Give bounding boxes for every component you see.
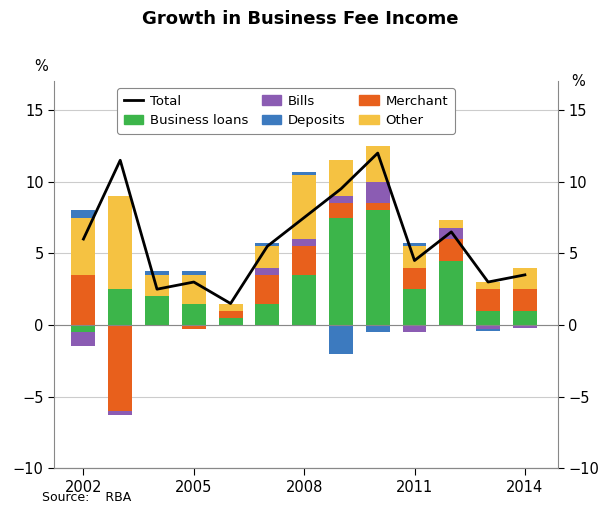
Bar <box>439 220 463 228</box>
Bar <box>403 289 427 325</box>
Bar <box>329 160 353 196</box>
Bar <box>108 196 132 289</box>
Bar <box>403 268 427 289</box>
Legend: Total, Business loans, Bills, Deposits, Merchant, Other: Total, Business loans, Bills, Deposits, … <box>117 88 455 134</box>
Bar <box>366 182 389 203</box>
Bar <box>476 282 500 289</box>
Bar <box>218 303 242 310</box>
Bar <box>366 203 389 210</box>
Bar <box>403 243 427 246</box>
Bar <box>182 325 206 329</box>
Bar <box>218 310 242 318</box>
Text: Growth in Business Fee Income: Growth in Business Fee Income <box>142 10 458 28</box>
Bar <box>476 289 500 310</box>
Bar <box>71 217 95 275</box>
Bar <box>145 271 169 275</box>
Bar <box>439 239 463 261</box>
Bar <box>256 303 280 325</box>
Bar <box>182 303 206 325</box>
Bar <box>329 203 353 217</box>
Bar <box>366 146 389 182</box>
Bar <box>439 228 463 239</box>
Bar <box>366 210 389 325</box>
Y-axis label: %: % <box>571 74 585 89</box>
Bar <box>71 332 95 347</box>
Bar <box>292 246 316 275</box>
Text: Source:    RBA: Source: RBA <box>42 491 131 504</box>
Bar <box>256 243 280 246</box>
Bar <box>145 275 169 296</box>
Bar <box>292 275 316 325</box>
Bar <box>329 217 353 325</box>
Bar <box>182 275 206 303</box>
Bar <box>476 310 500 325</box>
Bar <box>513 289 537 310</box>
Bar <box>292 175 316 239</box>
Bar <box>256 268 280 275</box>
Bar <box>476 329 500 331</box>
Bar <box>513 310 537 325</box>
Bar <box>218 318 242 325</box>
Bar <box>71 275 95 325</box>
Bar <box>292 239 316 246</box>
Bar <box>71 210 95 217</box>
Bar <box>403 246 427 268</box>
Bar <box>476 325 500 329</box>
Bar <box>329 196 353 203</box>
Bar <box>513 325 537 328</box>
Bar <box>256 275 280 303</box>
Bar <box>108 411 132 415</box>
Bar <box>108 325 132 411</box>
Bar <box>108 289 132 325</box>
Bar <box>403 325 427 332</box>
Bar <box>292 172 316 175</box>
Bar <box>366 325 389 332</box>
Bar <box>329 325 353 354</box>
Bar <box>439 261 463 325</box>
Bar <box>513 268 537 289</box>
Bar <box>71 325 95 332</box>
Bar <box>256 246 280 268</box>
Y-axis label: %: % <box>35 59 48 74</box>
Bar <box>145 296 169 325</box>
Bar <box>182 271 206 275</box>
